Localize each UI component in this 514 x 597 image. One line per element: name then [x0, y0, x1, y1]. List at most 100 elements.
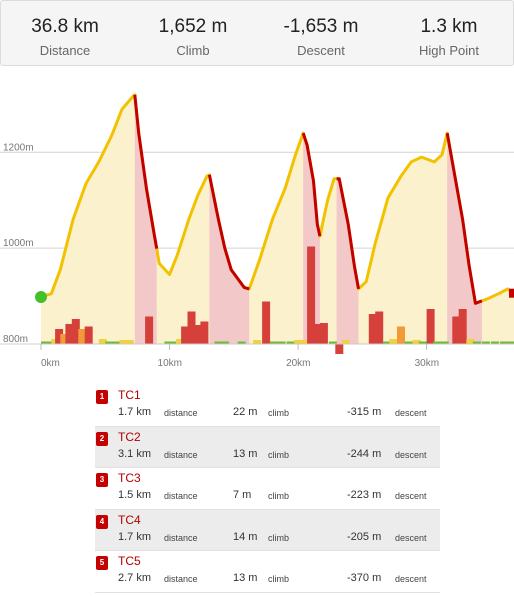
- climb-number-badge: 2: [96, 431, 108, 446]
- gradient-bar: [404, 341, 413, 344]
- climb-unit: climb: [268, 491, 290, 501]
- distance-value: 1.7 km: [118, 406, 152, 418]
- descent-value: -205 m: [347, 530, 382, 543]
- gradient-bar: [187, 311, 196, 344]
- y-tick-label: 1200m: [3, 142, 34, 153]
- gradient-bar: [164, 341, 173, 344]
- climb-name[interactable]: TC3: [118, 471, 141, 485]
- gradient-bar: [499, 341, 508, 344]
- gradient-bar: [389, 339, 398, 344]
- distance-value: 1.7 km: [118, 530, 152, 543]
- climb-name[interactable]: TC4: [118, 512, 141, 527]
- gradient-bar: [328, 341, 337, 344]
- distance-unit: distance: [164, 532, 198, 543]
- climb-row-tc5[interactable]: 5 TC5 2.7 km distance 13 m climb -370 m …: [95, 551, 440, 593]
- climb-region: [134, 94, 157, 344]
- gradient-bar: [214, 341, 223, 344]
- gradient-bar: [176, 339, 184, 344]
- gradient-bar: [382, 341, 391, 344]
- distance-unit: distance: [164, 574, 198, 584]
- gradient-bar: [458, 309, 467, 344]
- gradient-bar: [426, 309, 435, 344]
- gradient-bar: [262, 301, 271, 344]
- gradient-bar: [194, 325, 202, 344]
- climb-name[interactable]: TC1: [118, 388, 141, 402]
- gradient-bar: [433, 341, 441, 344]
- gradient-bar: [412, 340, 421, 344]
- gradient-bar: [71, 319, 80, 344]
- y-tick-label: 1000m: [3, 238, 34, 249]
- descent-value: -370 m: [347, 572, 382, 584]
- descent-unit: descent: [395, 408, 427, 418]
- climb-region: [336, 178, 359, 344]
- climb-value: 14 m: [233, 530, 258, 543]
- climb-row-tc3[interactable]: 3 TC3 1.5 km distance 7 m climb -223 m d…: [95, 468, 440, 510]
- distance-unit: distance: [164, 491, 198, 501]
- descent-value: -315 m: [347, 406, 382, 418]
- climb-row-tc2[interactable]: 2 TC2 3.1 km distance 13 m climb -244 m …: [95, 426, 440, 468]
- gradient-bar: [181, 326, 190, 344]
- climb-number-badge: 1: [96, 390, 108, 404]
- climb-number-badge: 5: [96, 556, 108, 570]
- start-marker-icon: [35, 291, 47, 304]
- gradient-bar: [490, 341, 499, 344]
- end-marker-icon: [509, 288, 514, 298]
- gradient-bar: [319, 323, 328, 344]
- gradient-bar: [98, 339, 107, 344]
- gradient-bar: [84, 326, 93, 344]
- gradient-bar: [472, 341, 481, 344]
- climb-line: [207, 174, 250, 291]
- climb-value: 7 m: [233, 489, 252, 501]
- descent-unit: descent: [395, 491, 427, 501]
- x-tick-label: 0km: [41, 358, 60, 369]
- gradient-bar: [145, 316, 154, 344]
- x-tick-label: 10km: [158, 358, 182, 369]
- climb-row-tc1[interactable]: 1 TC1 1.7 km distance 22 m climb -315 m …: [95, 385, 440, 427]
- gradient-bar: [220, 341, 229, 344]
- climb-line: [133, 94, 159, 249]
- gradient-bar: [55, 329, 64, 344]
- climb-list: 1 TC1 1.7 km distance 22 m climb -315 m …: [95, 385, 440, 593]
- summary-bar: 36.8 km Distance 1,652 m Climb -1,653 m …: [0, 0, 514, 66]
- gradient-bar: [111, 341, 120, 344]
- gradient-bar: [200, 321, 209, 344]
- distance-value: 3.1 km: [118, 447, 152, 460]
- stat-descent: -1,653 m Descent: [257, 1, 385, 65]
- gradient-bar: [368, 314, 377, 344]
- climb-name[interactable]: TC2: [118, 429, 141, 444]
- climb-value: 13 m: [233, 572, 258, 584]
- x-tick-label: 20km: [286, 358, 310, 369]
- gradient-bar: [78, 329, 87, 344]
- elevation-profile-chart[interactable]: 800m 1000m 1200m 0km 10km 20km 30km: [0, 80, 514, 380]
- climb-number-badge: 4: [96, 514, 108, 529]
- climb-value: 22 m: [233, 406, 258, 418]
- gradient-bar: [300, 340, 309, 344]
- profile-area: [41, 94, 514, 344]
- gradient-bar: [481, 341, 490, 344]
- descent-value: -244 m: [347, 447, 382, 460]
- gradient-bar: [125, 340, 134, 344]
- stat-value: 1.3 km: [420, 16, 478, 37]
- stat-value: 1,652 m: [158, 16, 228, 37]
- gradient-bar: [466, 339, 475, 344]
- gradient-bar: [105, 341, 114, 344]
- distance-value: 2.7 km: [118, 572, 152, 584]
- gradient-bar: [269, 341, 278, 344]
- x-tick-label: 30km: [415, 358, 439, 369]
- climb-unit: climb: [268, 532, 290, 543]
- climb-line: [301, 132, 322, 237]
- distance-unit: distance: [164, 449, 198, 460]
- distance-value: 1.5 km: [118, 489, 152, 501]
- y-tick-label: 800m: [3, 334, 28, 345]
- stat-value: -1,653 m: [283, 16, 359, 37]
- gradient-bar: [335, 344, 344, 354]
- climb-row-tc4[interactable]: 4 TC4 1.7 km distance 14 m climb -205 m …: [95, 509, 440, 551]
- gradient-bar: [313, 324, 322, 344]
- climb-name[interactable]: TC5: [118, 554, 141, 568]
- gradient-bar: [60, 334, 69, 344]
- gradient-bar: [507, 341, 514, 344]
- gradient-bar: [277, 341, 286, 344]
- distance-unit: distance: [164, 408, 198, 418]
- gradient-bar: [253, 340, 262, 344]
- climb-line: [336, 177, 360, 290]
